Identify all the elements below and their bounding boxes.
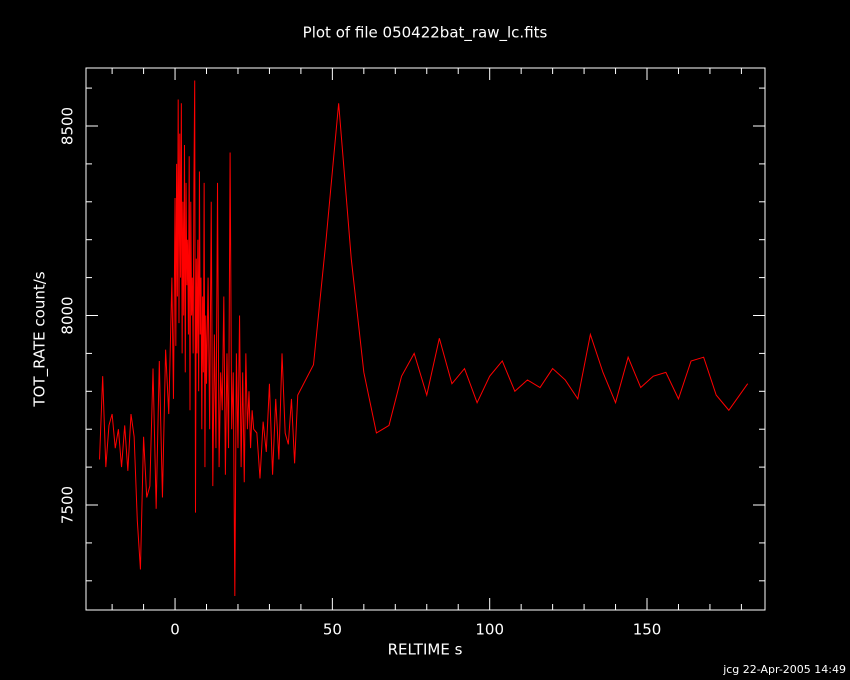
x-axis-label: RELTIME s <box>388 641 463 659</box>
y-tick-label: 8500 <box>59 107 77 145</box>
footer: jcg 22-Apr-2005 14:49 <box>722 663 846 676</box>
x-tick-label: 100 <box>475 621 504 639</box>
y-tick-label: 8000 <box>59 296 77 334</box>
chart-title: Plot of file 050422bat_raw_lc.fits <box>303 24 548 43</box>
data-line <box>99 80 749 596</box>
y-tick-label: 7500 <box>59 486 77 524</box>
x-tick-label: 150 <box>633 621 662 639</box>
y-axis-label: TOT_RATE count/s <box>31 271 50 407</box>
x-tick-label: 50 <box>323 621 342 639</box>
plot-frame <box>85 67 766 611</box>
x-tick-label: 0 <box>170 621 180 639</box>
